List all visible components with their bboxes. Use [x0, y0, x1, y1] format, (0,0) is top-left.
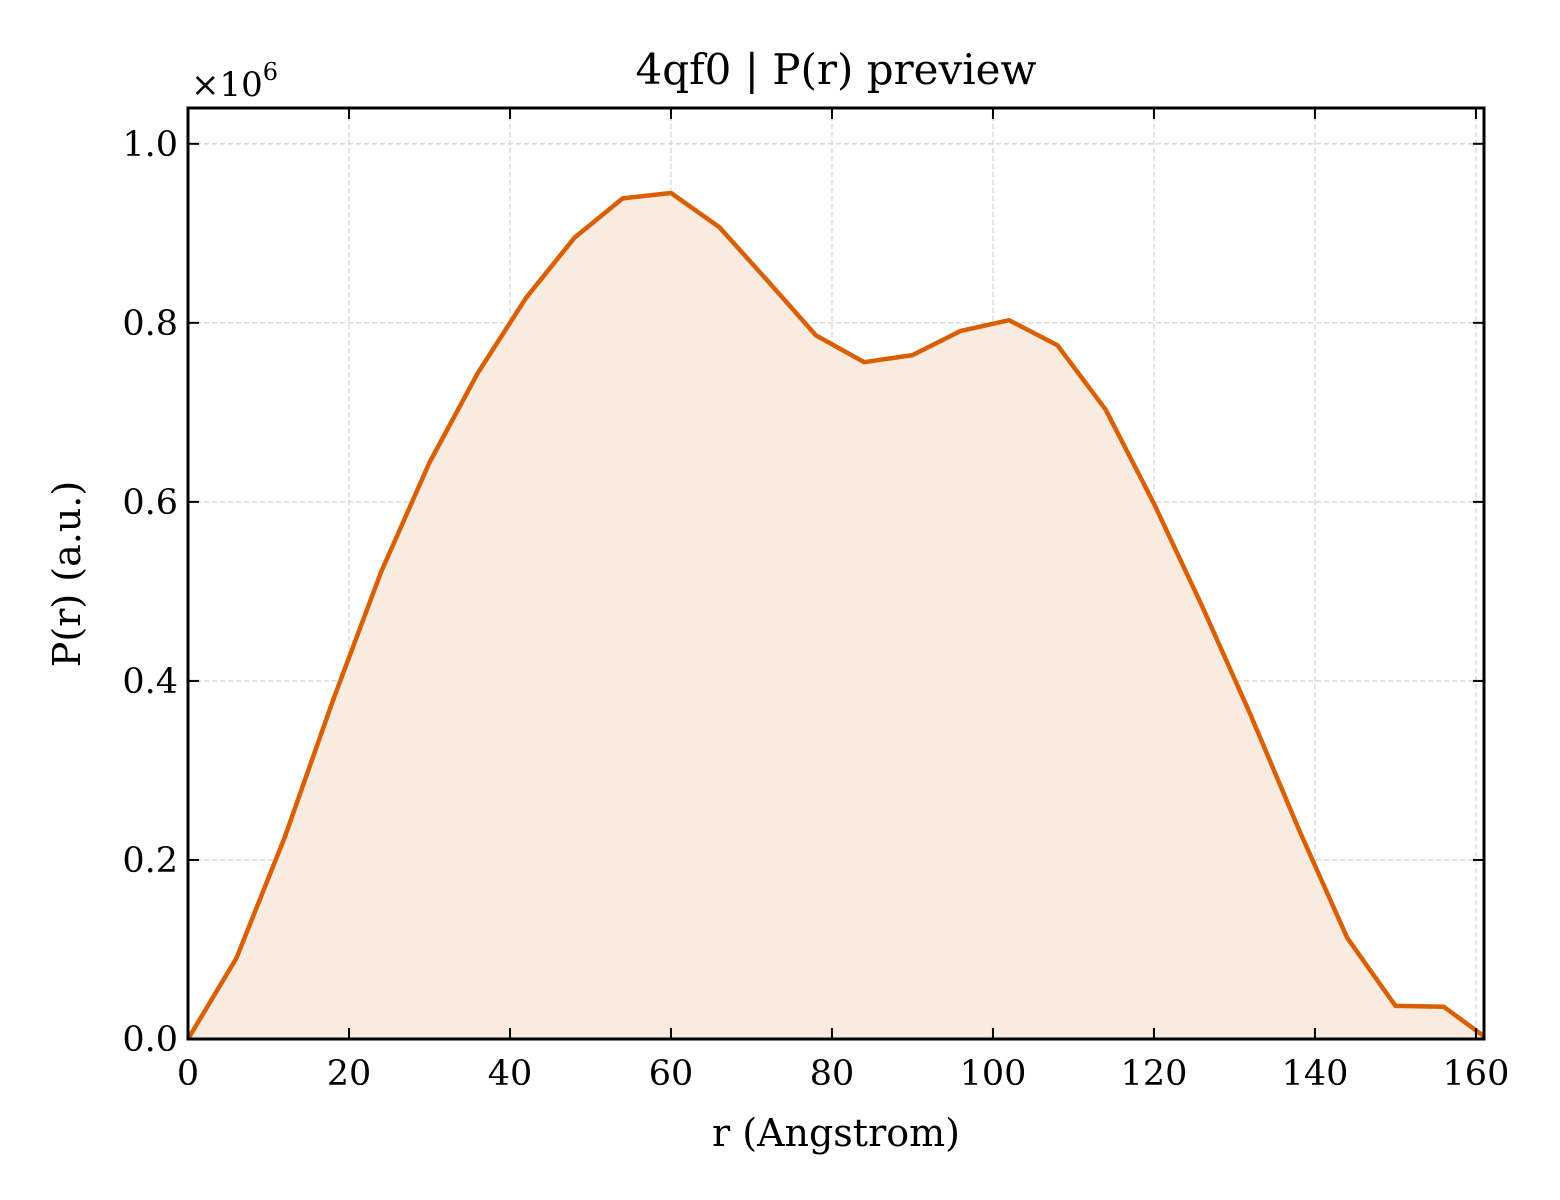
x-tick-label: 120 — [1121, 1054, 1188, 1094]
chart-title: 4qf0 | P(r) preview — [636, 45, 1037, 94]
x-tick-label: 40 — [488, 1054, 533, 1094]
y-axis-label: P(r) (a.u.) — [45, 481, 89, 667]
plot-frame — [186, 106, 1486, 1041]
x-tick-label: 160 — [1443, 1054, 1510, 1094]
x-tick-label: 0 — [177, 1054, 199, 1094]
x-tick-label: 100 — [960, 1054, 1027, 1094]
x-tick-label: 140 — [1282, 1054, 1349, 1094]
tick-layer: 0 20 40 60 80 100 120 140 160 0.0 0.2 0.4 0.6 0.8 1.0 — [122, 108, 1509, 1094]
y-tick-label: 0.4 — [122, 662, 178, 702]
y-tick-label: 0.6 — [122, 483, 178, 523]
y-tick-label: 1.0 — [122, 125, 178, 165]
y-offset-exponent: 6 — [263, 58, 278, 86]
x-tick-label: 80 — [810, 1054, 855, 1094]
y-tick-label: 0.2 — [122, 841, 178, 881]
area-fill — [188, 193, 1484, 1039]
y-tick-label: 0.0 — [122, 1020, 178, 1060]
series-line — [186, 190, 1486, 1041]
data-layer — [186, 190, 1486, 1041]
y-tick-label: 0.8 — [122, 304, 178, 344]
y-offset-prefix: ×10 — [191, 65, 263, 105]
x-tick-label: 20 — [327, 1054, 372, 1094]
svg-text:×106: ×106 — [191, 58, 278, 105]
y-offset-label: ×106 — [191, 58, 278, 105]
x-axis-label: r (Angstrom) — [712, 1111, 960, 1155]
x-tick-label: 60 — [649, 1054, 694, 1094]
